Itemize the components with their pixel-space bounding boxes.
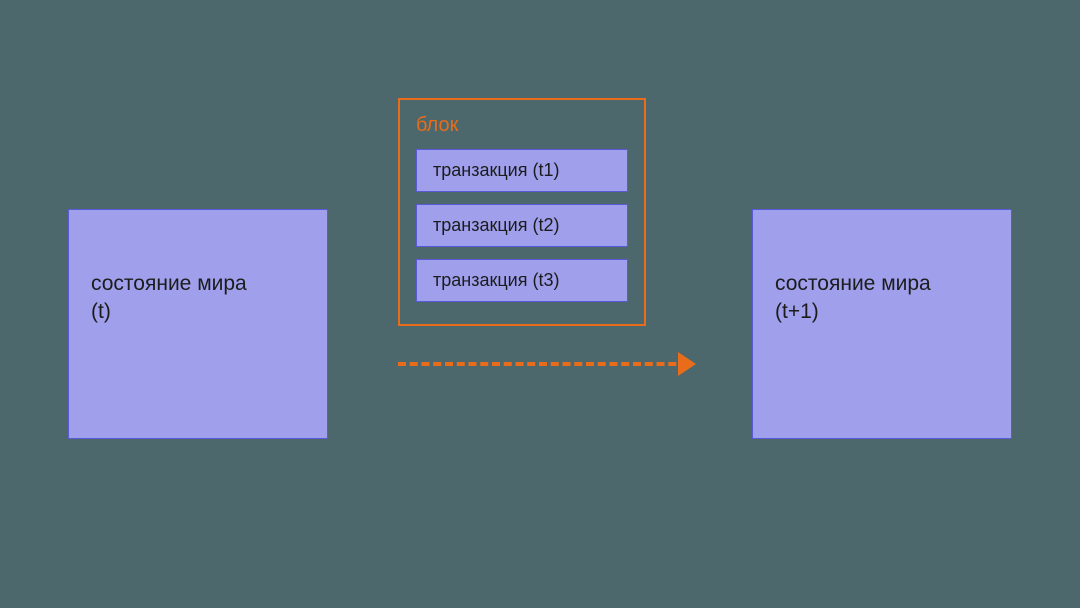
state-label-line2: (t) — [91, 298, 305, 326]
block-title: блок — [416, 114, 628, 137]
state-box-right: состояние мира (t+1) — [752, 209, 1012, 439]
transaction-item: транзакция (t2) — [416, 204, 628, 247]
state-label-line1: состояние мира — [91, 270, 305, 298]
arrow-line-icon — [398, 362, 688, 366]
state-label-line1: состояние мира — [775, 270, 989, 298]
transaction-item: транзакция (t1) — [416, 149, 628, 192]
arrow-head-icon — [678, 352, 696, 376]
state-label-line2: (t+1) — [775, 298, 989, 326]
block-box: блок транзакция (t1) транзакция (t2) тра… — [398, 98, 646, 326]
transaction-item: транзакция (t3) — [416, 259, 628, 302]
state-box-left: состояние мира (t) — [68, 209, 328, 439]
arrow — [398, 362, 688, 366]
